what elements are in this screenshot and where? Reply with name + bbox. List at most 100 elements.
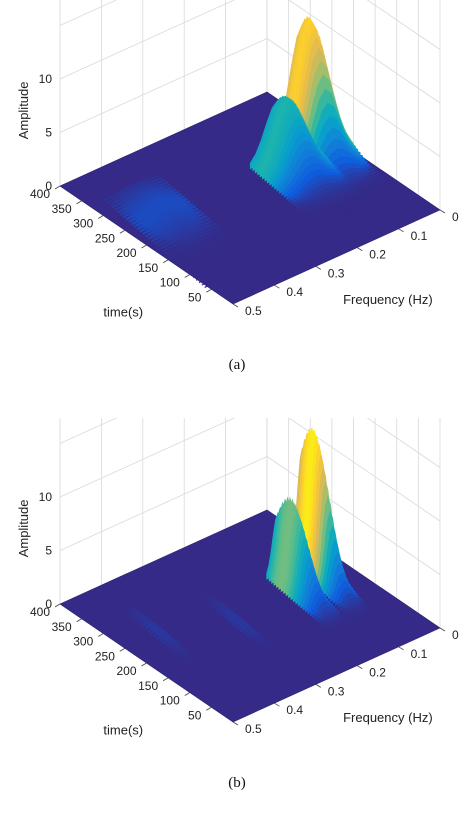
a-ridge-slice [176, 237, 232, 264]
b-time-tick-label: 250 [95, 649, 115, 663]
b-ridge-slice [141, 619, 154, 628]
a-grid-line [366, 0, 441, 50]
b-ridge-slice [162, 636, 175, 645]
a-ridge-slice [298, 183, 355, 211]
a-ridge-slice [310, 193, 366, 220]
a-ridge-slice [190, 249, 246, 276]
b-grid-line [59, 456, 268, 551]
a-ridge-slice [334, 214, 391, 241]
a-ridge-slice [300, 185, 357, 213]
a-ridge-slice [303, 187, 359, 215]
b-ridge-slice [150, 626, 163, 635]
b-ridge-slice [170, 644, 183, 652]
b-grid-line [288, 418, 441, 522]
b-ridge-slice [284, 662, 296, 669]
b-amplitude-tick-label: 5 [45, 544, 52, 558]
a-time-tick-label: 200 [116, 246, 136, 260]
a-ridge-slice [184, 244, 241, 272]
b-ridge-slice [362, 621, 386, 633]
b-grid-line [266, 456, 441, 575]
b-ridge-slice [334, 625, 358, 637]
a-grid-line [59, 0, 235, 80]
b-ridge-slice [256, 639, 269, 647]
b-ridge-slice [156, 631, 169, 640]
b-ridge-slice [127, 609, 140, 616]
a-time-tick-label: 300 [73, 217, 93, 231]
a-ridge-slice [159, 222, 216, 250]
a-ridge-slice [193, 252, 249, 279]
a-ridge-slice [308, 191, 364, 219]
b-ridge-slice [144, 621, 157, 631]
b-ridge-slice [223, 687, 235, 694]
b-z-axis-title: Amplitude [16, 499, 31, 557]
a-time-tick-label: 150 [138, 261, 158, 275]
b-ridge-slice [214, 604, 227, 612]
b-ridge-slice [195, 589, 208, 596]
b-ridge-slice [348, 607, 372, 620]
b-ridge-slice [273, 653, 285, 661]
b-ridge-4 [121, 604, 238, 697]
b-ridge-slice [358, 616, 381, 628]
b-ridge-slice [165, 639, 178, 647]
b-freq-tick-label: 0.3 [328, 684, 345, 698]
b-ridge-slice [159, 633, 172, 642]
b-ridge-slice [228, 614, 241, 624]
b-ridge-slice [360, 619, 383, 631]
a-grid-line [59, 0, 118, 26]
b-ridge-slice [336, 627, 360, 639]
b-ridge-slice [133, 613, 146, 621]
a-y-axis-title: time(s) [103, 304, 143, 319]
b-ridge-slice [353, 641, 377, 653]
a-ridge-slice [327, 208, 383, 235]
a-ridge-slice [337, 216, 393, 243]
b-y-axis-title: time(s) [103, 722, 143, 737]
b-ridge-slice [231, 617, 244, 626]
b-ridge-slice [245, 629, 258, 638]
a-ridge-slice [334, 184, 391, 211]
a-ridge-slice [330, 179, 386, 207]
b-ridge-slice [138, 617, 151, 626]
b-ridge-slice [281, 660, 294, 667]
a-ridge-slice [170, 232, 227, 260]
b-ridge-slice [261, 644, 274, 651]
b-grid-line [366, 418, 441, 468]
b-ridge-slice [292, 669, 305, 676]
b-ridge-slice [220, 685, 232, 692]
b-ridge-slice [208, 675, 221, 682]
b-ridge-slice [355, 614, 379, 626]
surface-plot-b: 00.10.20.30.40.5501001502002503003504000… [16, 418, 459, 737]
a-amplitude-tick-label: 5 [45, 126, 52, 140]
b-ridge-slice [206, 598, 219, 606]
a-ridge-slice [337, 186, 393, 213]
b-ridge-slice [344, 602, 368, 615]
b-ridge-slice [344, 633, 367, 645]
b-ridge-slice [372, 630, 395, 642]
b-ridge-slice [200, 593, 213, 601]
a-ridge-slice [198, 257, 254, 284]
b-ridge-slice [346, 605, 370, 618]
b-freq-tick-label: 0.1 [411, 647, 428, 661]
b-ridge-slice [369, 627, 393, 640]
a-ridge-slice [181, 242, 238, 270]
a-ridge-slice [167, 230, 224, 257]
a-z-axis-title: Amplitude [16, 81, 31, 139]
a-ridge-slice [162, 225, 219, 253]
a-ridge-2 [249, 95, 393, 243]
a-ridge-slice [204, 262, 260, 288]
a-wall-left [60, 0, 267, 186]
b-ridge-slice [198, 591, 211, 599]
b-ridge-slice [147, 624, 160, 633]
b-ridge-slice [209, 600, 222, 608]
a-ridge-slice [339, 189, 395, 216]
b-grid-line [59, 418, 118, 444]
a-ridge-3 [103, 174, 260, 288]
b-ridge-slice [351, 610, 374, 622]
b-ridge-2 [266, 496, 377, 653]
b-amplitude-tick-label: 10 [39, 490, 53, 504]
b-ridge-slice [182, 654, 195, 661]
a-ridge-slice [195, 254, 252, 281]
b-ridge-slice [153, 628, 166, 638]
b-time-tick-label: 400 [30, 605, 50, 619]
chart-panel-a: 0 0.1 0.2 0.3 0.4 0.5 50 100 150 200 250 300 350 400 0… [0, 0, 474, 350]
a-freq-tick-label: 0.2 [369, 248, 386, 262]
